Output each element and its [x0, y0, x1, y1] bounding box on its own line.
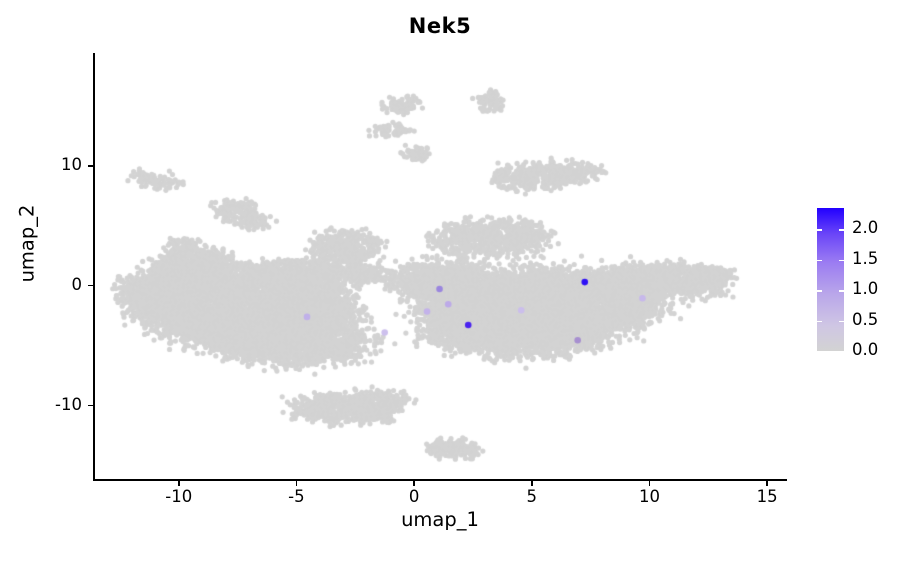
colorbar-tick-label: 0.0 [852, 340, 879, 359]
x-tick-label: 5 [526, 487, 538, 506]
y-tick-label: -10 [55, 394, 82, 414]
x-tick-label: 0 [408, 487, 420, 506]
x-tick-mark [177, 481, 180, 486]
colorbar-tick-mark [839, 290, 844, 292]
y-tick-label: 10 [61, 154, 82, 174]
colorbar-tick-mark [839, 259, 844, 262]
x-axis-spine [93, 479, 787, 481]
y-tick-mark [88, 284, 93, 287]
colorbar-tick-label: 0.5 [852, 309, 879, 329]
plot-area [94, 53, 786, 480]
x-tick-label: 15 [756, 487, 778, 506]
colorbar-tick-label: 1.0 [852, 279, 879, 299]
x-tick-mark [648, 481, 651, 486]
colorbar-tick-mark [817, 229, 822, 231]
scatter-points-canvas [94, 53, 786, 480]
x-tick-mark [295, 481, 298, 486]
colorbar-tick-mark [817, 290, 822, 292]
colorbar-gradient [817, 208, 844, 351]
x-axis-label: umap_1 [401, 508, 479, 531]
colorbar-tick-mark [817, 351, 822, 353]
colorbar-tick-label: 1.5 [852, 248, 879, 268]
colorbar-tick-mark [839, 229, 844, 231]
colorbar-tick-mark [839, 351, 844, 353]
colorbar-tick-mark [839, 320, 844, 322]
x-tick-label: 10 [638, 487, 660, 506]
colorbar-tick-mark [817, 259, 822, 262]
x-tick-label: -10 [165, 487, 193, 506]
colorbar-tick-label: 2.0 [852, 218, 879, 238]
y-axis-label: umap_2 [15, 204, 39, 283]
y-tick-label: 0 [71, 274, 83, 294]
page-title: Nek5 [408, 14, 472, 38]
x-tick-mark [766, 481, 768, 486]
x-tick-mark [530, 481, 533, 486]
y-tick-mark [88, 164, 93, 167]
colorbar [817, 208, 844, 353]
x-tick-label: -5 [288, 487, 305, 506]
x-tick-mark [413, 481, 415, 486]
y-tick-mark [88, 404, 93, 407]
colorbar-tick-mark [817, 320, 822, 322]
